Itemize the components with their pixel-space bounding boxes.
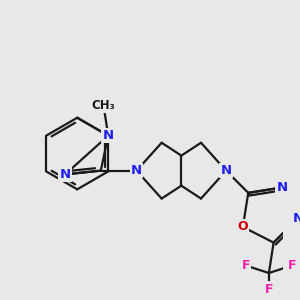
Text: N: N: [292, 212, 300, 225]
Text: F: F: [265, 283, 273, 296]
Text: N: N: [103, 129, 114, 142]
Text: F: F: [288, 259, 296, 272]
Text: N: N: [131, 164, 142, 177]
Text: N: N: [60, 168, 71, 181]
Text: N: N: [220, 164, 232, 177]
Text: CH₃: CH₃: [92, 99, 116, 112]
Text: F: F: [242, 259, 250, 272]
Text: N: N: [277, 181, 288, 194]
Text: O: O: [238, 220, 248, 233]
